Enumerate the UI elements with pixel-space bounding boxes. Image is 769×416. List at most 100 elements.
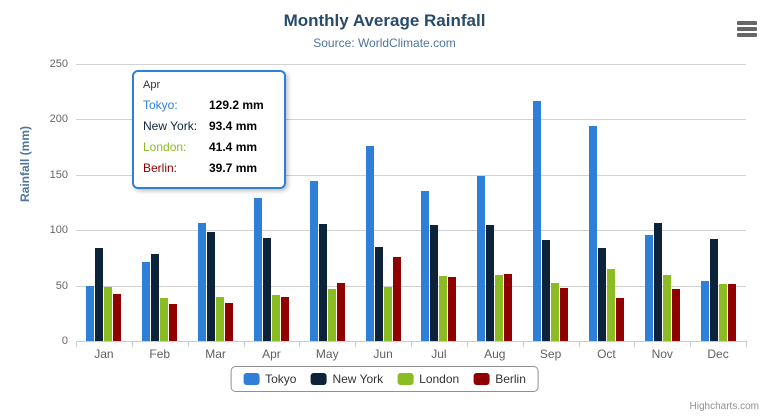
column-bar-london-jan[interactable] (104, 287, 113, 341)
column-bar-berlin-dec[interactable] (727, 284, 736, 341)
column-bar-london-may[interactable] (327, 289, 336, 341)
column-bar-london-aug[interactable] (495, 275, 504, 341)
column-bar-tokyo-dec[interactable] (700, 281, 709, 341)
column-bar-london-nov[interactable] (662, 275, 671, 341)
legend-label: New York (332, 372, 384, 386)
x-axis-label: Feb (149, 347, 171, 361)
column-bar-tokyo-feb[interactable] (142, 262, 151, 341)
tooltip-row: Tokyo: 129.2 mm (143, 95, 275, 116)
column-bar-tokyo-jun[interactable] (365, 146, 374, 341)
column-bar-london-jul[interactable] (439, 276, 448, 341)
legend-label: Tokyo (265, 372, 297, 386)
tooltip-series-label: Berlin: (143, 161, 178, 175)
column-bar-new-york-sep[interactable] (542, 240, 551, 341)
column-bar-berlin-may[interactable] (336, 283, 345, 341)
column-bar-new-york-mar[interactable] (207, 232, 216, 341)
x-axis-tick (76, 341, 77, 347)
column-bar-tokyo-aug[interactable] (477, 176, 486, 341)
gridline (76, 174, 746, 176)
bar-group-feb (132, 64, 188, 341)
legend-item-london[interactable]: London (397, 372, 459, 386)
column-bar-new-york-dec[interactable] (709, 239, 718, 341)
column-bar-london-dec[interactable] (718, 284, 727, 341)
column-bar-berlin-aug[interactable] (504, 274, 513, 341)
tooltip-series-value: 93.4 mm (209, 119, 258, 133)
x-axis-tick (466, 341, 468, 347)
x-axis-tick (187, 341, 189, 347)
x-axis-label: Oct (597, 347, 616, 361)
x-axis-label: May (315, 347, 339, 361)
gridline (76, 230, 746, 232)
bar-group-may (299, 64, 355, 341)
column-bar-berlin-mar[interactable] (225, 303, 234, 341)
column-bar-new-york-jan[interactable] (95, 248, 104, 341)
column-bar-london-jun[interactable] (383, 287, 392, 341)
column-bar-berlin-jun[interactable] (392, 257, 401, 341)
column-bar-berlin-jan[interactable] (113, 294, 122, 341)
gridline (76, 285, 746, 287)
column-bar-new-york-nov[interactable] (653, 223, 662, 341)
column-bar-new-york-aug[interactable] (486, 225, 495, 341)
legend-item-new-york[interactable]: New York (310, 372, 383, 386)
column-bar-tokyo-jan[interactable] (86, 286, 95, 341)
column-bar-tokyo-may[interactable] (309, 181, 318, 341)
column-bar-tokyo-oct[interactable] (588, 126, 597, 341)
x-axis-tick (355, 341, 357, 347)
column-bar-new-york-may[interactable] (318, 224, 327, 341)
column-bar-london-oct[interactable] (606, 269, 615, 341)
column-bar-berlin-sep[interactable] (560, 288, 569, 341)
y-axis-label: 50 (55, 279, 68, 292)
column-bar-new-york-apr[interactable] (262, 238, 271, 341)
legend: Tokyo New York London Berlin (230, 366, 539, 392)
bar-group-apr (244, 64, 300, 341)
y-axis-title: Rainfall (mm) (18, 125, 32, 202)
x-axis-tick (578, 341, 580, 347)
x-axis-tick (243, 341, 245, 347)
column-bar-london-feb[interactable] (160, 298, 169, 341)
column-bar-tokyo-jul[interactable] (421, 191, 430, 341)
x-axis-label: Jun (373, 347, 393, 361)
column-bar-berlin-oct[interactable] (615, 298, 624, 341)
y-axis-label: 150 (49, 168, 68, 181)
column-bar-berlin-feb[interactable] (169, 304, 178, 341)
column-bar-berlin-apr[interactable] (280, 297, 289, 341)
column-bar-berlin-nov[interactable] (671, 289, 680, 341)
column-bar-tokyo-nov[interactable] (644, 235, 653, 341)
bar-group-jul (411, 64, 467, 341)
column-bar-new-york-feb[interactable] (151, 254, 160, 341)
x-axis-tick (522, 341, 524, 347)
column-bar-tokyo-sep[interactable] (533, 101, 542, 341)
x-axis-tick (746, 341, 747, 347)
gridline (76, 64, 746, 65)
column-bar-london-apr[interactable] (271, 295, 280, 341)
credits-link[interactable]: Highcharts.com (689, 401, 759, 412)
bar-group-sep (523, 64, 579, 341)
bar-group-dec (690, 64, 746, 341)
column-bar-tokyo-mar[interactable] (198, 223, 207, 341)
tooltip-header: Apr (143, 79, 161, 91)
legend-item-tokyo[interactable]: Tokyo (243, 372, 296, 386)
gridline (76, 119, 746, 121)
column-bar-tokyo-apr[interactable] (253, 198, 262, 341)
column-bar-new-york-jun[interactable] (374, 247, 383, 341)
legend-item-berlin[interactable]: Berlin (473, 372, 526, 386)
y-axis-label: 250 (49, 58, 68, 70)
column-bar-berlin-jul[interactable] (448, 277, 457, 341)
bar-group-jun (355, 64, 411, 341)
column-bar-london-mar[interactable] (216, 297, 225, 341)
bar-group-nov (634, 64, 690, 341)
x-axis-label: Apr (262, 347, 281, 361)
x-axis-label: Sep (539, 347, 562, 361)
column-bar-new-york-jul[interactable] (430, 225, 439, 341)
legend-label: London (419, 372, 460, 386)
x-axis-tick (690, 341, 692, 347)
tooltip-series-value: 39.7 mm (209, 161, 258, 175)
tooltip-row: Berlin: 39.7 mm (143, 158, 275, 179)
export-menu-button[interactable] (735, 18, 759, 40)
tooltip-series-label: Tokyo: (143, 98, 178, 112)
column-bar-london-sep[interactable] (551, 283, 560, 341)
x-axis-label: Jul (431, 347, 447, 361)
tooltip-rows: Tokyo: 129.2 mm New York: 93.4 mm London: 41.… (143, 95, 275, 179)
column-bar-new-york-oct[interactable] (597, 248, 606, 341)
